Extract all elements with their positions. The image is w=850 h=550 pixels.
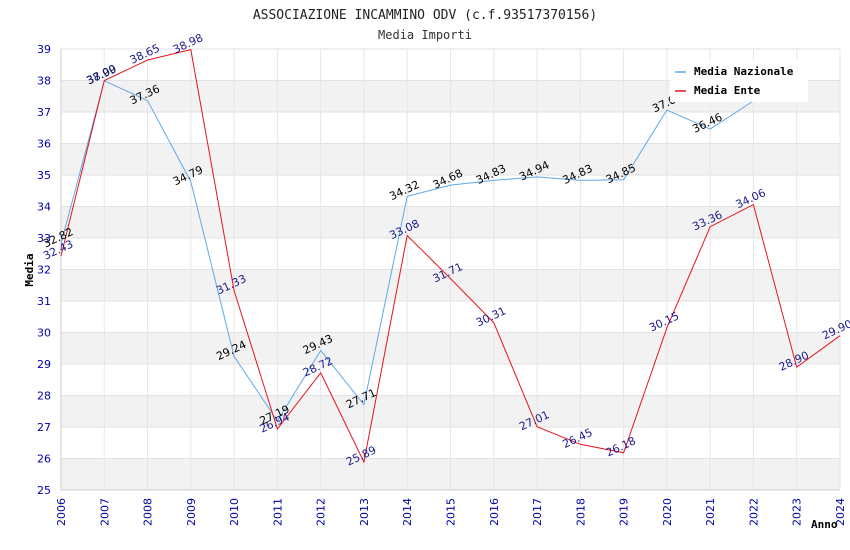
y-tick-label: 25	[37, 484, 51, 497]
x-tick-label: 2012	[315, 498, 328, 526]
y-tick-label: 37	[37, 106, 51, 119]
x-axis-label: Anno	[811, 518, 838, 531]
series-line-0	[60, 80, 754, 422]
x-tick-label: 2018	[574, 498, 587, 526]
legend: Media Nazionale Media Ente	[670, 60, 808, 102]
y-tick-label: 32	[37, 264, 51, 277]
data-label: 26.18	[604, 434, 638, 459]
y-tick-label: 28	[37, 390, 51, 403]
y-tick-label: 31	[37, 295, 51, 308]
x-tick-label: 2014	[401, 498, 414, 526]
x-tick-label: 2010	[228, 498, 241, 526]
x-tick-label: 2017	[531, 498, 544, 526]
y-tick-label: 26	[37, 453, 51, 466]
y-tick-label: 38	[37, 75, 51, 88]
axes	[60, 49, 840, 491]
y-tick-label: 30	[37, 327, 51, 340]
x-tick-label: 2022	[747, 498, 760, 526]
x-tick-labels: 2006 2007 2008 2009 2010 2011 2012 2013 2014 2015…	[55, 498, 847, 526]
x-tick-label: 2015	[445, 498, 458, 526]
x-tick-label: 2016	[488, 498, 501, 526]
data-label: 26.45	[561, 426, 595, 451]
x-tick-label: 2008	[142, 498, 155, 526]
legend-box	[670, 60, 808, 102]
series-line-1	[60, 48, 841, 464]
legend-label-media-ente: Media Ente	[694, 84, 761, 97]
y-tick-label: 35	[37, 169, 51, 182]
x-tick-label: 2020	[661, 498, 674, 526]
x-tick-label: 2024	[834, 498, 847, 526]
data-label: 30.15	[647, 309, 681, 334]
x-tick-label: 2007	[98, 498, 111, 526]
data-label: 36.46	[690, 111, 724, 136]
x-tick-label: 2013	[358, 498, 371, 526]
x-tick-label: 2023	[791, 498, 804, 526]
data-label: 38.65	[128, 42, 162, 67]
x-tick-label: 2021	[704, 498, 717, 526]
y-tick-label: 39	[37, 43, 51, 56]
chart-subtitle: Media Importi	[378, 28, 472, 42]
series-lines	[60, 48, 841, 464]
y-axis-label: Media	[23, 253, 36, 286]
data-label: 38.98	[171, 31, 205, 56]
y-tick-label: 27	[37, 421, 51, 434]
legend-label-media-nazionale: Media Nazionale	[694, 65, 794, 78]
x-tick-label: 2009	[185, 498, 198, 526]
y-tick-labels: 25 26 27 28 29 30 31 32 33 34 35 36 37 38 39	[37, 43, 51, 497]
x-tick-label: 2019	[618, 498, 631, 526]
x-tick-label: 2006	[55, 498, 68, 526]
y-tick-label: 29	[37, 358, 51, 371]
y-tick-label: 34	[37, 201, 51, 214]
chart-title: ASSOCIAZIONE INCAMMINO ODV (c.f.93517370…	[253, 8, 597, 23]
y-tick-label: 36	[37, 138, 51, 151]
data-label: 34.32	[387, 178, 421, 203]
x-tick-label: 2011	[271, 498, 284, 526]
y-tick-label: 33	[37, 232, 51, 245]
